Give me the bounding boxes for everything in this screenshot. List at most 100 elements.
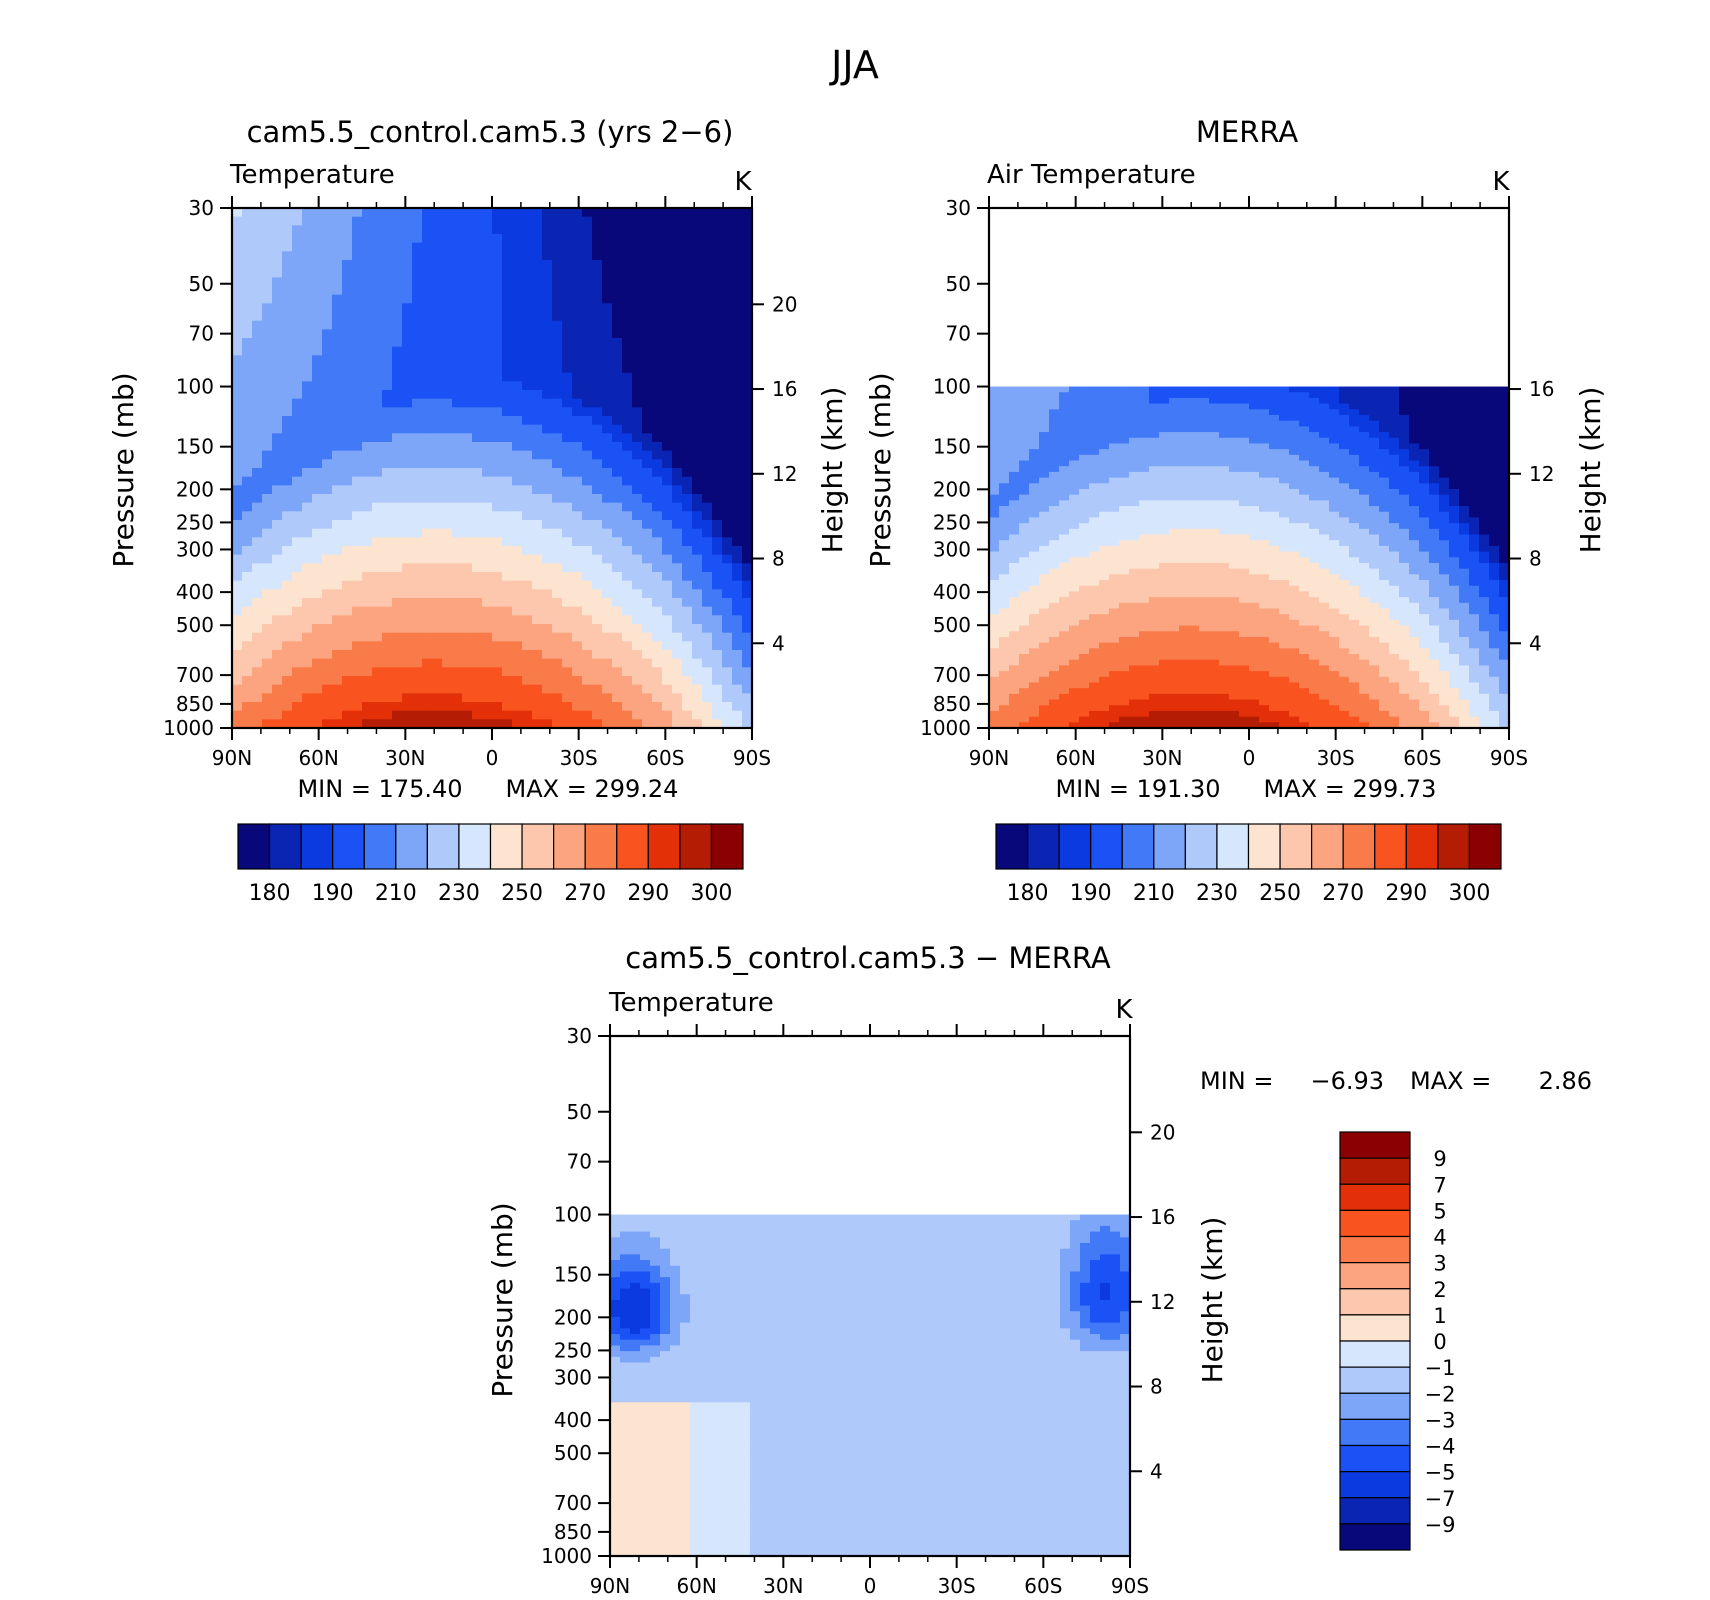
field-cell <box>532 416 543 426</box>
field-cell <box>422 641 433 651</box>
field-cell <box>692 650 703 660</box>
field-cell <box>712 329 723 339</box>
field-cell <box>492 398 503 409</box>
field-cell <box>1179 562 1190 570</box>
field-cell <box>662 416 673 426</box>
colorbar-label: 250 <box>501 881 543 906</box>
field-cell <box>552 381 563 391</box>
field-cell <box>452 615 463 625</box>
field-cell <box>242 268 253 279</box>
field-cell <box>592 563 603 573</box>
field-cell <box>1459 397 1470 405</box>
field-cell <box>532 320 543 331</box>
field-cell <box>1409 534 1420 541</box>
field-cell <box>502 450 513 461</box>
field-cell <box>1359 466 1370 473</box>
field-cell <box>332 286 343 296</box>
field-cell <box>442 572 453 582</box>
field-cell <box>1339 460 1350 467</box>
field-cell <box>1029 420 1040 428</box>
field-cell <box>1009 494 1020 502</box>
field-cell <box>1419 500 1430 507</box>
field-cell <box>452 476 463 487</box>
field-cell <box>1369 534 1380 541</box>
field-cell <box>1219 523 1230 530</box>
field-cell <box>1389 409 1400 416</box>
field-cell <box>1179 557 1190 564</box>
field-cell <box>422 702 433 712</box>
field-cell <box>1389 397 1400 405</box>
field-cells <box>232 208 753 729</box>
field-cell <box>692 641 703 651</box>
field-cell <box>562 416 573 426</box>
field-cell <box>1429 392 1440 399</box>
field-cell <box>362 494 373 504</box>
field-cell <box>692 554 703 565</box>
field-cell <box>492 424 503 435</box>
field-cell <box>732 320 743 331</box>
field-cell <box>452 598 463 608</box>
field-cell <box>1209 443 1220 450</box>
field-cell <box>592 632 603 643</box>
field-cell <box>392 242 403 253</box>
field-cell <box>562 442 573 452</box>
field-cell <box>282 485 293 495</box>
field-cell <box>1149 409 1160 416</box>
field-cell <box>292 433 303 443</box>
field-cell <box>292 398 303 409</box>
field-cell <box>1189 397 1200 405</box>
field-cell <box>412 702 423 712</box>
field-cell <box>1259 437 1270 445</box>
field-cell <box>702 476 713 487</box>
field-cell <box>1079 511 1090 519</box>
field-cell <box>292 216 303 227</box>
field-cell <box>1159 517 1170 524</box>
field-cell <box>1159 494 1170 502</box>
field-cell <box>1219 557 1230 564</box>
field-cell <box>302 658 313 669</box>
field-cell <box>522 442 533 452</box>
field-cell <box>672 346 683 357</box>
field-cell <box>472 641 483 651</box>
field-cell <box>542 268 553 279</box>
field-cell <box>502 407 513 417</box>
field-cell <box>352 572 363 582</box>
field-cell <box>232 589 243 599</box>
field-cell <box>1049 432 1060 439</box>
field-cell <box>722 320 733 331</box>
field-cell <box>362 528 373 539</box>
field-cell <box>482 589 493 599</box>
field-cell <box>989 568 1000 576</box>
field-cell <box>422 329 433 339</box>
field-cell <box>1109 528 1120 536</box>
field-cell <box>702 424 713 435</box>
field-cell <box>232 277 243 287</box>
panel-model: cam5.5_control.cam5.3 (yrs 2−6) Temperat… <box>107 115 849 906</box>
field-cell <box>402 234 413 244</box>
field-cell <box>362 546 373 556</box>
field-cell <box>292 338 303 348</box>
field-cell <box>722 667 733 677</box>
field-cell <box>272 719 283 729</box>
field-cell <box>312 355 323 365</box>
field-cell <box>1349 460 1360 467</box>
field-cell <box>1019 432 1030 439</box>
field-cell <box>1389 488 1400 496</box>
field-cell <box>1149 466 1160 473</box>
field-cell <box>352 598 363 608</box>
field-cell <box>302 641 313 651</box>
field-cell <box>1489 397 1500 405</box>
field-cell <box>652 563 663 573</box>
field-cell <box>292 572 303 582</box>
field-cell <box>1429 517 1440 524</box>
field-cell <box>1279 449 1290 456</box>
field-cell <box>512 268 523 279</box>
field-cell <box>1309 449 1320 456</box>
field-cell <box>422 606 433 617</box>
field-cell <box>1339 420 1350 428</box>
field-cell <box>382 416 393 426</box>
field-cell <box>1299 426 1310 433</box>
field-cell <box>392 459 403 469</box>
field-cell <box>652 537 663 547</box>
field-cell <box>532 381 543 391</box>
